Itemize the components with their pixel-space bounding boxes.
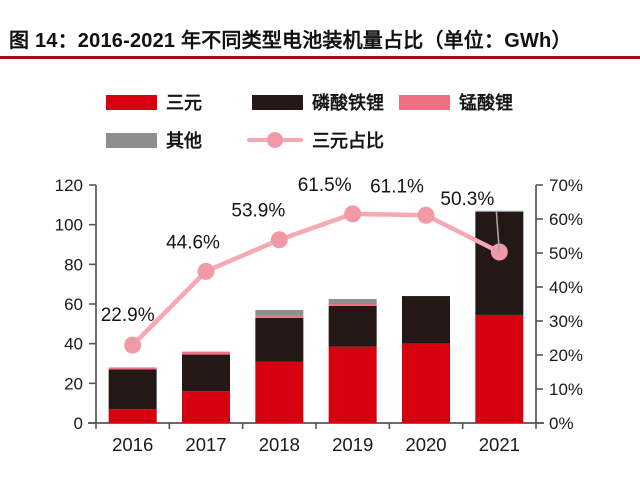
svg-text:40: 40: [64, 335, 83, 354]
svg-text:53.9%: 53.9%: [231, 201, 285, 222]
svg-text:20: 20: [64, 374, 83, 393]
svg-text:0: 0: [74, 414, 83, 433]
svg-text:0%: 0%: [549, 414, 574, 433]
svg-text:2016: 2016: [112, 434, 153, 455]
legend-label: 磷酸铁锂: [312, 93, 384, 113]
svg-text:20%: 20%: [549, 346, 583, 365]
svg-text:40%: 40%: [549, 278, 583, 297]
svg-text:2019: 2019: [332, 434, 373, 455]
legend-label: 锰酸锂: [459, 93, 513, 113]
svg-text:10%: 10%: [549, 380, 583, 399]
figure-title: 图 14：2016-2021 年不同类型电池装机量占比（单位：GWh）: [9, 30, 572, 52]
svg-text:60: 60: [64, 295, 83, 314]
legend-swatch-pink: [399, 94, 450, 110]
legend-label: 三元: [166, 93, 202, 113]
svg-text:2017: 2017: [185, 434, 226, 455]
svg-text:30%: 30%: [549, 312, 583, 331]
svg-text:61.5%: 61.5%: [298, 175, 352, 196]
svg-text:22.9%: 22.9%: [101, 305, 155, 326]
svg-text:2020: 2020: [405, 434, 446, 455]
legend-line-marker-icon: [247, 131, 303, 149]
svg-text:2018: 2018: [259, 434, 300, 455]
combo-chart: 0 20 40 60 80 100 120 0% 10% 20% 30% 40% 50% 60% 70% 20…: [55, 175, 583, 455]
legend-item-sanyuan: 三元: [106, 92, 202, 113]
svg-text:120: 120: [55, 176, 83, 195]
svg-text:2021: 2021: [479, 434, 520, 455]
legend-marker-dot: [267, 132, 283, 148]
svg-text:100: 100: [55, 216, 83, 235]
legend-label: 其他: [166, 131, 202, 151]
svg-text:44.6%: 44.6%: [166, 232, 220, 253]
legend-swatch-gray: [106, 132, 157, 148]
svg-text:70%: 70%: [549, 176, 583, 195]
legend-label: 三元占比: [312, 131, 384, 151]
legend-swatch-black: [252, 94, 303, 110]
legend-item-lfp: 磷酸铁锂: [252, 92, 384, 113]
legend-swatch-red: [106, 94, 157, 110]
legend-item-ternary-share: 三元占比: [247, 130, 384, 151]
svg-text:80: 80: [64, 255, 83, 274]
svg-text:50.3%: 50.3%: [440, 189, 494, 210]
legend-item-lmo: 锰酸锂: [399, 92, 513, 113]
legend-item-other: 其他: [106, 130, 202, 151]
svg-text:61.1%: 61.1%: [370, 176, 424, 197]
svg-text:60%: 60%: [549, 210, 583, 229]
svg-text:50%: 50%: [549, 244, 583, 263]
title-underline: [0, 56, 640, 59]
